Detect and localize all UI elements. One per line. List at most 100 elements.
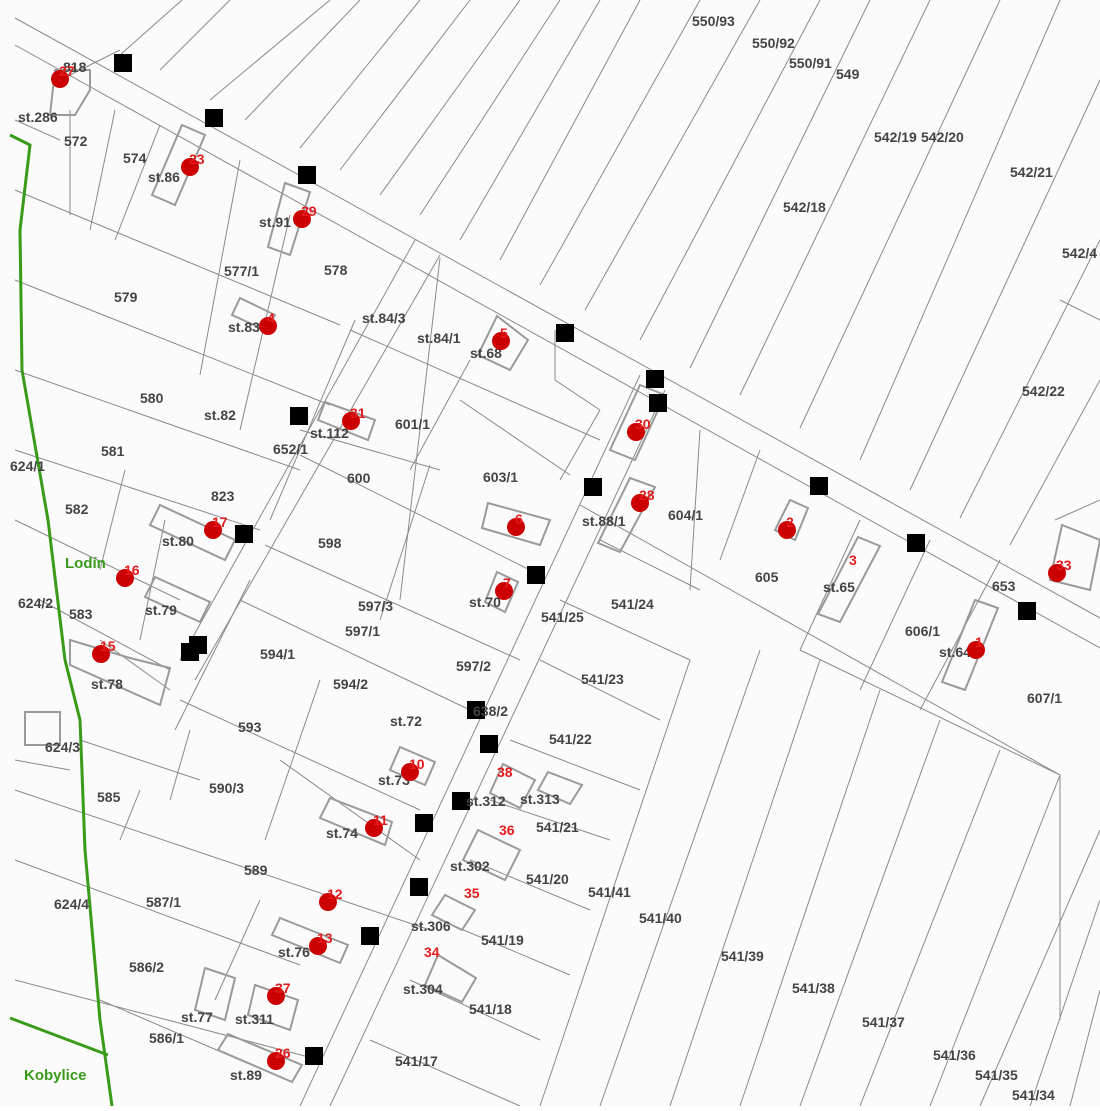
parcel-label: st.78	[91, 676, 123, 692]
parcel-label: 598	[318, 535, 342, 551]
marker-dot	[51, 70, 69, 88]
house-marker[interactable]: 6	[507, 511, 525, 536]
parcel-label: 597/2	[456, 658, 491, 674]
parcel-label: 581	[101, 443, 125, 459]
marker-number: 38	[497, 764, 513, 780]
house-marker[interactable]: 23	[181, 151, 205, 176]
marker-number: 11	[373, 812, 388, 828]
parcel-label: 542/18	[783, 199, 826, 215]
parcel-label: st.82	[204, 407, 236, 423]
house-marker[interactable]: 26	[267, 1045, 291, 1070]
parcel-label: 587/1	[146, 894, 181, 910]
house-marker[interactable]: 34	[424, 944, 440, 960]
parcel-label: 818	[63, 59, 87, 75]
parcel-label: 541/25	[541, 609, 584, 625]
marker-number: 13	[317, 930, 333, 946]
house-marker[interactable]: 36	[499, 822, 515, 838]
parcel-label: 583	[69, 606, 93, 622]
house-marker[interactable]: 2	[778, 514, 796, 539]
parcel-label: 541/37	[862, 1014, 905, 1030]
marker-dot	[259, 317, 277, 335]
parcel-label: st.91	[259, 214, 291, 230]
marker-number: 33	[1056, 557, 1072, 573]
parcel-label: st.83	[228, 319, 260, 335]
parcel-label: st.79	[145, 602, 177, 618]
parcel-label: st.64	[939, 644, 971, 660]
parcel-label: 541/39	[721, 948, 764, 964]
marker-number: 37	[275, 980, 291, 996]
marker-dot	[309, 937, 327, 955]
house-marker[interactable]: 31	[342, 405, 366, 430]
house-marker[interactable]: 15	[92, 638, 116, 663]
marker-dot	[92, 645, 110, 663]
parcel-label: 541/41	[588, 884, 631, 900]
marker-dot	[492, 332, 510, 350]
parcel-label: 586/1	[149, 1030, 184, 1046]
parcel-label: 542/19	[874, 129, 917, 145]
marker-dot	[365, 819, 383, 837]
house-marker[interactable]: 30	[627, 416, 651, 441]
parcel-label: 594/2	[333, 676, 368, 692]
marker-dot	[319, 893, 337, 911]
house-marker[interactable]: 4	[259, 310, 277, 335]
marker-number: 10	[409, 756, 425, 772]
marker-number: 28	[639, 487, 655, 503]
parcel-label: 624/3	[45, 739, 80, 755]
house-marker[interactable]: 5	[492, 325, 510, 350]
marker-number: 3	[849, 552, 857, 568]
marker-dot	[267, 1052, 285, 1070]
parcel-label: st.77	[181, 1009, 213, 1025]
parcel-label: 541/18	[469, 1001, 512, 1017]
house-marker[interactable]: 33	[1048, 557, 1072, 582]
marker-number: 36	[499, 822, 515, 838]
parcel-label: 572	[64, 133, 88, 149]
house-marker[interactable]: 13	[309, 930, 333, 955]
marker-dot	[401, 763, 419, 781]
parcel-label: st.311	[235, 1011, 274, 1027]
house-marker[interactable]: 7	[495, 575, 513, 600]
parcel-label: 550/92	[752, 35, 795, 51]
parcel-label: st.68	[470, 345, 502, 361]
parcel-label: 607/1	[1027, 690, 1062, 706]
parcel-label: st.302	[450, 858, 490, 874]
house-marker[interactable]: 29	[293, 203, 317, 228]
parcel-label: 600	[347, 470, 371, 486]
house-marker[interactable]: 37	[267, 980, 291, 1005]
house-marker[interactable]: 17	[204, 514, 228, 539]
parcel-label: 542/21	[1010, 164, 1053, 180]
municipal-boundary	[9, 133, 114, 1107]
parcel-label: 624/2	[18, 595, 53, 611]
house-marker[interactable]: 10	[401, 756, 425, 781]
parcel-label: 624/1	[10, 458, 45, 474]
marker-dot	[507, 518, 525, 536]
parcel-label: 550/91	[789, 55, 832, 71]
parcel-label: 580	[140, 390, 164, 406]
parcel-label: 589	[244, 862, 268, 878]
house-marker[interactable]: 38	[497, 764, 513, 780]
house-marker[interactable]: 12	[319, 886, 343, 911]
parcel-label: 585	[97, 789, 121, 805]
house-marker[interactable]: 27	[51, 63, 75, 88]
house-marker[interactable]: 3	[849, 552, 857, 568]
house-marker[interactable]: 16	[116, 562, 140, 587]
marker-dot	[204, 521, 222, 539]
parcel-label: st.286	[18, 109, 58, 125]
marker-dot	[116, 569, 134, 587]
parcel-label: 550/93	[692, 13, 735, 29]
house-marker[interactable]: 28	[631, 487, 655, 512]
parcel-label: 541/20	[526, 871, 569, 887]
marker-dot	[181, 158, 199, 176]
marker-number: 4	[267, 310, 275, 326]
marker-number: 23	[189, 151, 205, 167]
marker-number: 35	[464, 885, 480, 901]
parcel-label: 582	[65, 501, 89, 517]
house-marker[interactable]: 1	[967, 634, 985, 659]
house-marker[interactable]: 35	[464, 885, 480, 901]
marker-dot	[1048, 564, 1066, 582]
parcel-label: st.80	[162, 533, 194, 549]
house-marker[interactable]: 11	[365, 812, 388, 837]
